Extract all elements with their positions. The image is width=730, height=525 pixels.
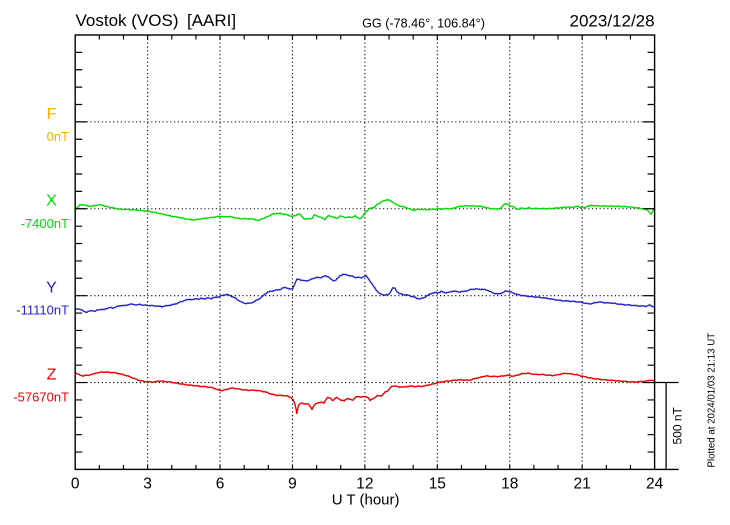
svg-text:0: 0 <box>71 475 80 492</box>
svg-text:2023/12/28: 2023/12/28 <box>570 12 655 31</box>
svg-text:6: 6 <box>216 475 225 492</box>
svg-text:24: 24 <box>646 475 664 492</box>
svg-text:-57670nT: -57670nT <box>13 390 69 405</box>
svg-text:15: 15 <box>429 475 446 492</box>
svg-text:18: 18 <box>501 475 518 492</box>
svg-text:Plotted at 2024/01/03 21:13 UT: Plotted at 2024/01/03 21:13 UT <box>707 333 718 468</box>
svg-text:Y: Y <box>46 280 57 297</box>
svg-text:-7400nT: -7400nT <box>21 216 69 231</box>
svg-text:Vostok (VOS): Vostok (VOS) <box>76 11 179 30</box>
svg-text:F: F <box>47 106 57 123</box>
svg-text:Z: Z <box>47 366 57 383</box>
svg-text:[AARI]: [AARI] <box>187 11 236 30</box>
svg-text:3: 3 <box>143 475 152 492</box>
svg-text:GG (-78.46°, 106.84°): GG (-78.46°, 106.84°) <box>362 16 485 30</box>
svg-text:U T (hour): U T (hour) <box>332 491 400 508</box>
svg-text:X: X <box>46 193 57 210</box>
svg-text:500 nT: 500 nT <box>670 406 684 444</box>
svg-text:12: 12 <box>356 475 373 492</box>
svg-text:0nT: 0nT <box>47 129 69 144</box>
svg-text:-11110nT: -11110nT <box>16 303 69 318</box>
svg-text:21: 21 <box>574 475 591 492</box>
svg-text:9: 9 <box>288 475 297 492</box>
